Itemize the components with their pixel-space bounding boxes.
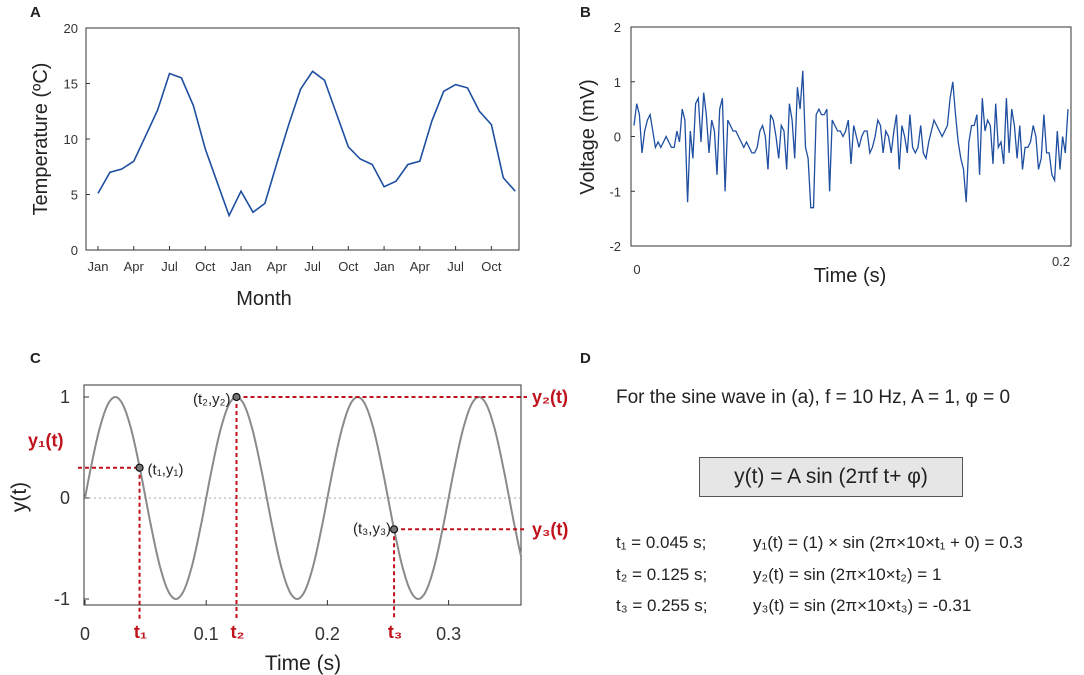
panel-d-intro: For the sine wave in (a), f = 10 Hz, A =… <box>616 387 1011 408</box>
chart-c-y-ticks: -1 0 1 <box>54 387 89 609</box>
chart-c: -1 0 1 0 0.1 0.2 0.3 (t₁,y₁) t₁ y₁(t) (t₂,y₂) t₂ y… <box>8 384 568 675</box>
chart-c-ylabel: y(t) <box>8 482 31 512</box>
t2-axis-label: t₂ <box>231 622 245 642</box>
chart-a-xtick-label-11: Oct <box>481 259 502 274</box>
y1-axis-label: y₁(t) <box>28 431 63 451</box>
chart-a-x-ticks: Jan Apr Jul Oct Jan Apr Jul Oct Jan Apr Jul Oct <box>88 246 502 274</box>
t1-axis-label: t₁ <box>134 622 147 642</box>
chart-b-series-line <box>633 70 1069 209</box>
chart-a-xtick-label-4: Jan <box>231 259 252 274</box>
chart-a-xtick-label-3: Oct <box>195 259 216 274</box>
point-3-marker <box>389 525 399 534</box>
chart-b-xtick-0: 0 <box>633 262 640 277</box>
chart-c-xtick-label-2: 0.2 <box>315 624 340 644</box>
point-1-marker <box>135 463 144 472</box>
chart-a-xtick-label-7: Oct <box>338 259 359 274</box>
chart-a-xtick-label-9: Apr <box>410 259 431 274</box>
chart-a-ytick-label-4: 20 <box>64 21 78 36</box>
chart-a-ytick-label-1: 5 <box>71 188 78 203</box>
chart-a-xtick-label-8: Jan <box>374 259 395 274</box>
y3-axis-label: y₃(t) <box>532 519 568 539</box>
chart-a-xtick-label-10: Jul <box>447 259 464 274</box>
equation-row-1: t₁ = 0.045 s; y₁(t) = (1) × sin (2π×10×t₁… <box>616 533 1023 553</box>
chart-c-xlabel: Time (s) <box>265 652 341 675</box>
chart-b-ytick-label-3: 1 <box>614 75 621 90</box>
chart-a-xtick-label-1: Apr <box>124 259 145 274</box>
equation-row-1-t: t₁ = 0.045 s; <box>616 533 707 552</box>
chart-c-ytick-label-1: 0 <box>60 488 70 508</box>
sine-equation-box: y(t) = A sin (2πf t+ φ) <box>699 457 963 497</box>
chart-c-x-ticks: 0 0.1 0.2 0.3 <box>80 600 461 644</box>
chart-c-ytick-label-2: 1 <box>60 387 70 407</box>
equation-row-3: t₃ = 0.255 s; y₃(t) = sin (2π×10×t₃) = -0… <box>616 596 971 616</box>
chart-a-ytick-label-2: 10 <box>64 132 78 147</box>
point-2-label: (t₂,y₂) <box>193 391 230 408</box>
chart-a-xlabel: Month <box>236 288 292 310</box>
equation-row-1-expr: y₁(t) = (1) × sin (2π×10×t₁ + 0) = 0.3 <box>753 533 1023 552</box>
chart-a-ytick-label-3: 15 <box>64 77 78 92</box>
chart-b-ytick-label-0: -2 <box>609 239 621 254</box>
chart-c-sine-curve <box>84 395 523 601</box>
chart-b-ytick-label-4: 2 <box>614 20 621 35</box>
panel-label-d: D <box>580 350 591 367</box>
chart-a-xtick-label-2: Jul <box>161 259 178 274</box>
chart-b-y-ticks: -2 -1 0 1 2 <box>609 20 635 254</box>
point-3-label: (t₃,y₃) <box>353 520 391 537</box>
chart-c-xtick-label-3: 0.3 <box>436 624 461 644</box>
chart-a-ylabel: Temperature (ºC) <box>30 63 52 216</box>
chart-a-xtick-label-5: Apr <box>267 259 288 274</box>
panel-label-a: A <box>30 4 41 21</box>
equation-row-2-t: t₂ = 0.125 s; <box>616 565 708 584</box>
chart-c-ytick-label-0: -1 <box>54 589 70 609</box>
t3-axis-label: t₃ <box>388 622 402 642</box>
chart-a-xtick-label-6: Jul <box>304 259 321 274</box>
panel-d: For the sine wave in (a), f = 10 Hz, A =… <box>600 340 1084 675</box>
equation-row-3-t: t₃ = 0.255 s; <box>616 596 708 615</box>
equation-row-3-expr: y₃(t) = sin (2π×10×t₃) = -0.31 <box>753 596 972 615</box>
chart-a-xtick-label-0: Jan <box>88 259 109 274</box>
panel-label-b: B <box>580 4 591 21</box>
chart-c-frame <box>83 384 522 606</box>
equation-row-2-expr: y₂(t) = sin (2π×10×t₂) = 1 <box>753 565 942 584</box>
chart-b: -2 -1 0 1 2 0 0.2 Time (s) Voltage (mV) <box>577 20 1072 287</box>
chart-b-ylabel: Voltage (mV) <box>577 79 599 195</box>
chart-c-xtick-label-1: 0.1 <box>194 624 219 644</box>
chart-c-xtick-label-0: 0 <box>80 624 90 644</box>
chart-a-y-ticks: 0 5 10 15 20 <box>64 21 90 258</box>
chart-a-frame <box>85 27 520 251</box>
chart-b-ytick-label-1: -1 <box>609 184 621 199</box>
panel-label-c: C <box>30 350 41 367</box>
chart-c-guides: (t₁,y₁) t₁ y₁(t) (t₂,y₂) t₂ y₂(t) (t₃,y₃) t₃ y₃(… <box>28 387 568 642</box>
point-1-label: (t₁,y₁) <box>148 462 184 479</box>
equation-row-2: t₂ = 0.125 s; y₂(t) = sin (2π×10×t₂) = 1 <box>616 565 941 585</box>
y2-axis-label: y₂(t) <box>532 387 568 407</box>
chart-b-ytick-label-2: 0 <box>614 130 621 145</box>
chart-a-ytick-label-0: 0 <box>71 243 78 258</box>
point-2-marker <box>232 392 241 402</box>
chart-a-series-line <box>97 70 516 218</box>
chart-b-xlabel: Time (s) <box>814 265 887 287</box>
chart-b-xtick-1: 0.2 <box>1052 254 1070 269</box>
